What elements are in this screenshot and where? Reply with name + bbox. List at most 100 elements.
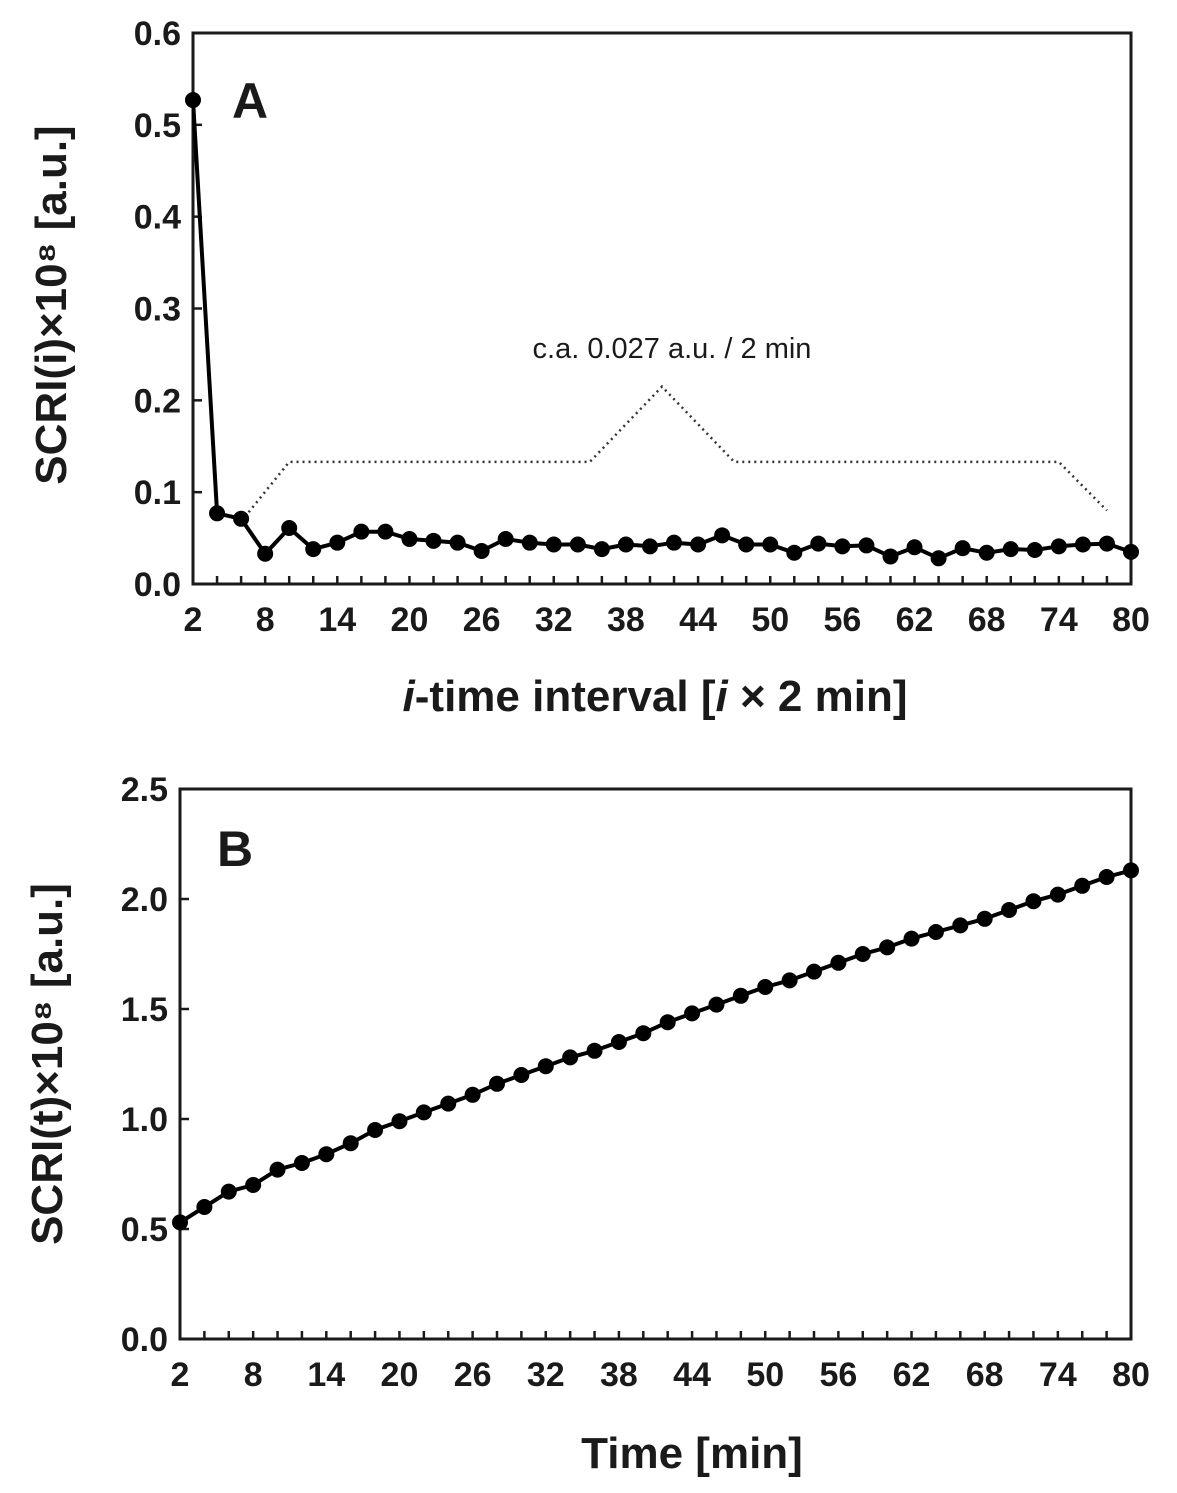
panel-a-data-point: [329, 534, 346, 551]
panel-a-y-tick-label: 0.2: [134, 382, 181, 420]
panel-a-y-axis-title: SCRI(i)×10⁸ [a.u.]: [27, 125, 76, 484]
panel-a-data-point: [473, 542, 490, 559]
panel-a-y-tick-label: 0.3: [134, 291, 181, 329]
panel-a-x-tick-label: 44: [679, 601, 717, 639]
panel-b-data-point: [440, 1095, 457, 1112]
panel-b-data-point: [367, 1122, 384, 1138]
panel-a-x-tick-label: 56: [823, 601, 861, 639]
panel-b-x-tick-label: 26: [454, 1356, 492, 1394]
panel-a-data-point: [401, 531, 418, 548]
panel-a-y-tick-label: 0.1: [134, 474, 181, 512]
panel-b-data-point: [269, 1161, 286, 1178]
panel-a-data-point: [257, 545, 274, 562]
panel-a-data-point: [569, 536, 586, 553]
panel-a-data-point: [1002, 541, 1019, 558]
panel-a-data-point: [641, 538, 658, 555]
panel-b-x-tick-label: 50: [746, 1356, 784, 1394]
panel-b-data-point: [659, 1014, 676, 1031]
panel-a-x-axis-title: i-time interval [i × 2 min]: [403, 672, 908, 721]
panel-a-series-line: [191, 99, 1132, 561]
panel-b-data-point: [757, 979, 774, 995]
panel-a-x-tick-label: 14: [318, 601, 356, 639]
panel-a-data-point: [930, 550, 947, 567]
panel-a-series: [185, 92, 1139, 567]
panel-a-y-tick-label: 0.5: [134, 107, 181, 145]
panel-b-data-point: [391, 1113, 408, 1130]
panel-b-data-point: [318, 1146, 335, 1163]
panel-b-data-point: [489, 1075, 505, 1092]
panel-b-x-tick-label: 74: [1039, 1356, 1077, 1394]
panel-a-data-point: [185, 92, 201, 109]
panel-b-data-point: [172, 1214, 188, 1231]
panel-a-x-tick-label: 26: [463, 601, 501, 639]
panel-a-x-tick-label: 2: [184, 601, 203, 639]
panel-b-data-point: [732, 987, 749, 1004]
panel-b-data-point: [927, 924, 944, 940]
panel-a-data-point: [954, 540, 971, 557]
panel-b-x-ticks: 2 8 14 20 26 32 38 44 50 56 62 68 74 80: [171, 1331, 1150, 1394]
panel-a-data-point: [353, 523, 370, 540]
panel-b-data-point: [610, 1034, 627, 1050]
panel-b-data-point: [1074, 877, 1091, 894]
panel-b-data-point: [708, 996, 725, 1013]
panel-a-x-tick-label: 68: [968, 601, 1006, 639]
panel-b-data-point: [1049, 886, 1066, 903]
panel-a-data-point: [906, 539, 923, 556]
panel-a-x-tick-label: 80: [1112, 601, 1150, 639]
panel-a-data-point: [1026, 542, 1043, 559]
panel-b-data-point: [1123, 862, 1139, 879]
panel-a-data-point: [666, 534, 683, 551]
panel-b-data-point: [854, 946, 871, 962]
panel-b-y-tick-label: 1.0: [121, 1101, 168, 1139]
panel-b-data-point: [1025, 893, 1042, 910]
panel-a-data-point: [1050, 538, 1067, 555]
panel-a-data-point: [1123, 543, 1139, 560]
panel-a-data-point: [1098, 535, 1115, 552]
panel-b-x-tick-label: 20: [381, 1356, 419, 1394]
panel-a-data-point: [377, 523, 394, 540]
panel-b-y-tick-label: 2.5: [121, 771, 168, 809]
panel-b-data-point: [976, 910, 993, 927]
panel-b-data-point: [196, 1199, 213, 1215]
panel-b-x-tick-label: 2: [171, 1356, 190, 1394]
panel-a-data-point: [1074, 536, 1091, 553]
panel-a-data-point: [738, 536, 755, 553]
panel-a-data-point: [617, 536, 634, 553]
panel-b-x-tick-label: 62: [893, 1356, 931, 1394]
panel-b-data-point: [879, 939, 896, 956]
panel-a-data-point: [762, 536, 779, 553]
panel-b-data-point: [342, 1135, 359, 1152]
panel-b-data-point: [415, 1104, 432, 1121]
panel-a-x-tick-label: 38: [607, 601, 645, 639]
panel-b: 0.0 0.5 1.0 1.5 2.0 2.5 2 8 14 20 26 32 38 44 50 56 62 6…: [23, 771, 1150, 1478]
panel-b-data-point: [635, 1025, 652, 1042]
panel-b-data-point: [1001, 902, 1018, 918]
panel-b-series-line: [178, 868, 1132, 1225]
panel-a-data-point: [882, 548, 899, 565]
panel-a-data-point: [233, 510, 250, 527]
panel-b-data-point: [513, 1067, 530, 1083]
panel-a-data-point: [281, 519, 298, 536]
panel-a-data-point: [810, 535, 827, 552]
panel-a-data-point: [521, 534, 538, 551]
panel-a-data-point: [593, 541, 610, 558]
panel-a-data-point: [209, 505, 226, 522]
panel-a-x-tick-label: 20: [391, 601, 429, 639]
panel-b-x-tick-label: 8: [244, 1356, 263, 1394]
panel-b-letter: B: [217, 821, 253, 877]
panel-a-x-tick-label: 8: [256, 601, 275, 639]
panel-a-y-tick-label: 0.4: [134, 199, 181, 237]
panel-a-annotation: c.a. 0.027 a.u. / 2 min: [533, 333, 812, 365]
panel-a-data-point: [690, 536, 707, 553]
panel-b-data-point: [245, 1177, 262, 1193]
panel-b-data-point: [537, 1058, 554, 1075]
panel-a-y-ticks: 0.0 0.1 0.2 0.3 0.4 0.5 0.6: [134, 15, 202, 604]
panel-b-data-point: [586, 1042, 603, 1059]
panel-a-data-point: [425, 532, 442, 549]
panel-b-frame: [178, 787, 1133, 1341]
panel-a-x-tick-label: 50: [751, 601, 789, 639]
panel-b-x-tick-label: 80: [1112, 1356, 1150, 1394]
panel-a-x-tick-label: 74: [1040, 601, 1078, 639]
panel-b-x-tick-label: 38: [600, 1356, 638, 1394]
panel-b-y-tick-label: 2.0: [121, 881, 168, 919]
